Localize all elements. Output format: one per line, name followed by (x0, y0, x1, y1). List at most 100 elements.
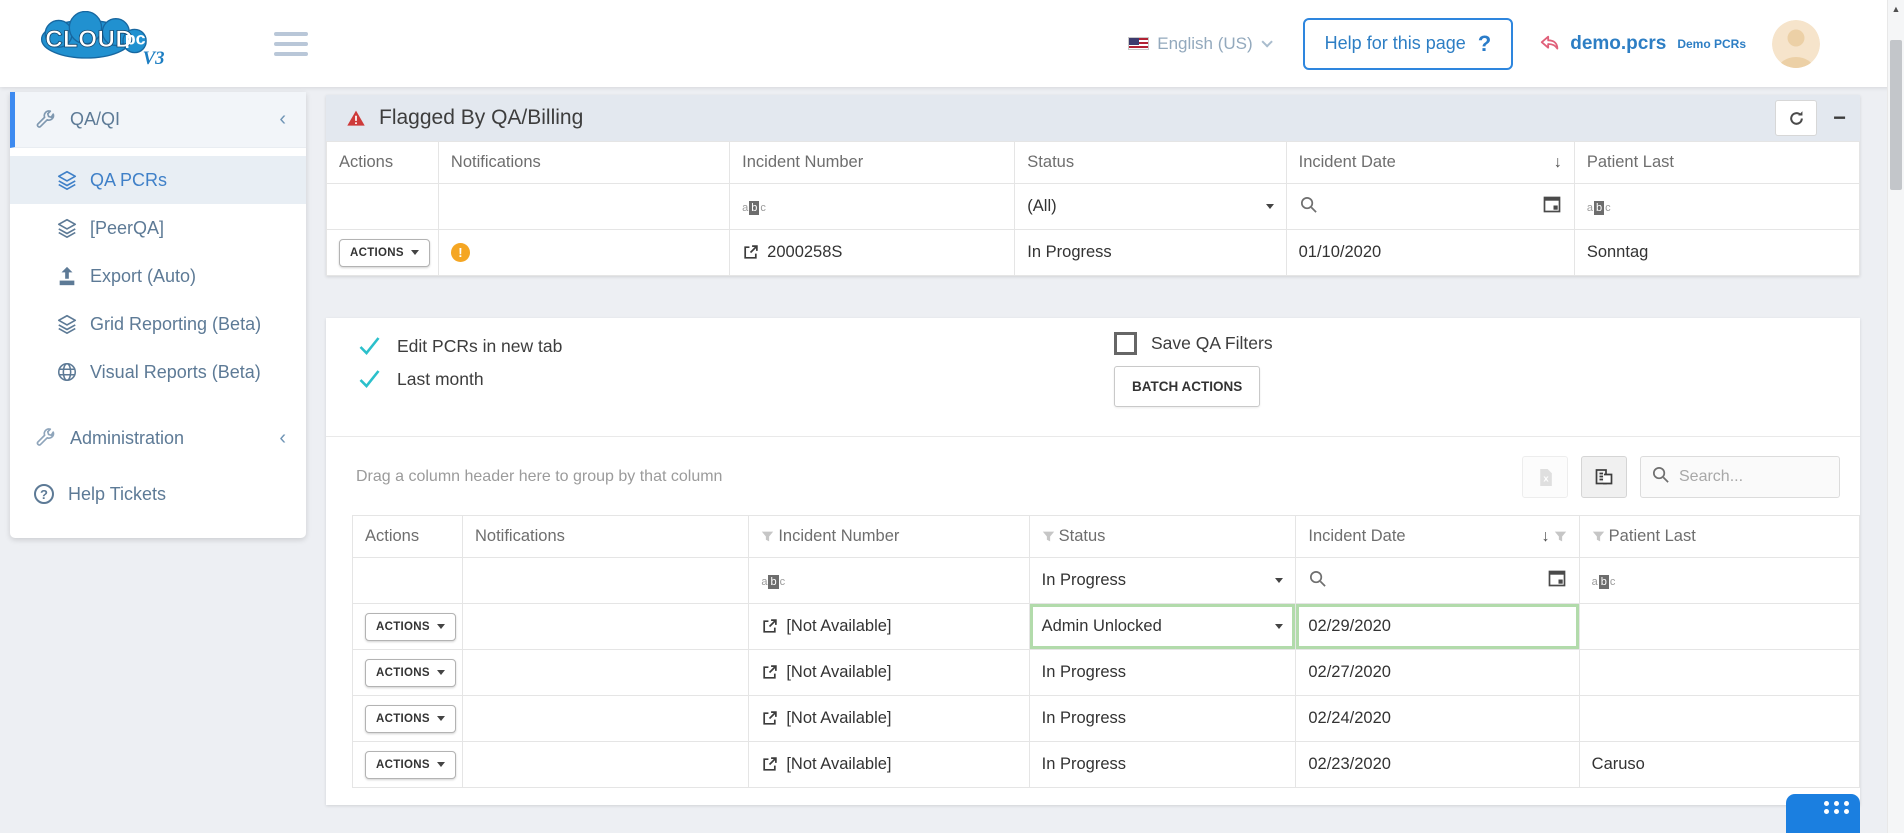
group-panel-hint[interactable]: Drag a column header here to group by th… (356, 468, 723, 485)
filter-cell-notifications[interactable] (437, 183, 731, 230)
username-label: demo.pcrs (1570, 32, 1667, 54)
cell-patient-last: Caruso (1578, 741, 1861, 788)
sidebar-section-qaqi[interactable]: QA/QI ‹ (10, 92, 306, 148)
row-actions-button[interactable]: ACTIONS (365, 750, 456, 779)
row-actions-button[interactable]: ACTIONS (365, 612, 456, 641)
collapse-panel-button[interactable]: − (1833, 105, 1846, 130)
chat-widget-button[interactable] (1786, 794, 1860, 833)
external-link-icon[interactable] (761, 710, 778, 727)
sidebar-item-visual-reports[interactable]: Visual Reports (Beta) (10, 348, 306, 396)
save-qa-filters-checkbox[interactable] (1114, 332, 1137, 355)
dropdown-caret-icon (410, 250, 419, 255)
export-excel-button[interactable]: x (1522, 456, 1568, 498)
incident-number-link[interactable]: [Not Available] (786, 617, 892, 635)
external-link-icon[interactable] (761, 664, 778, 681)
filter-cell-actions[interactable] (352, 557, 463, 604)
external-link-icon[interactable] (742, 244, 759, 261)
refresh-button[interactable] (1775, 100, 1818, 136)
filter-cell-incident-date[interactable] (1295, 557, 1580, 604)
column-header-incident-date[interactable]: Incident Date ↓ (1295, 515, 1580, 558)
calendar-icon[interactable] (1542, 194, 1562, 219)
avatar[interactable] (1772, 19, 1820, 68)
sidebar-item-grid-reporting[interactable]: Grid Reporting (Beta) (10, 300, 306, 348)
calendar-icon[interactable] (1547, 568, 1567, 593)
filter-funnel-icon[interactable] (761, 530, 774, 543)
incident-number-link[interactable]: 2000258S (767, 243, 843, 261)
incident-number-link[interactable]: [Not Available] (786, 663, 892, 681)
refresh-icon (1789, 110, 1803, 125)
main-content: Flagged By QA/Billing − Ac (326, 95, 1861, 805)
column-header-incident-number[interactable]: Incident Number (729, 141, 1016, 184)
save-qa-filters-option[interactable]: Save QA Filters (1114, 332, 1273, 355)
qa-grid-row: ACTIONS [Not Available] In Progress 02/2… (352, 741, 1861, 788)
cloudpcr-logo[interactable]: CLOUD pcr V3 (30, 10, 182, 76)
cell-status-editor[interactable]: Admin Unlocked (1028, 603, 1297, 650)
scroll-up-arrow-icon[interactable]: ▲ (1891, 4, 1901, 14)
help-for-page-button[interactable]: Help for this page ? (1302, 17, 1514, 70)
row-actions-button[interactable]: ACTIONS (365, 658, 456, 687)
row-actions-button[interactable]: ACTIONS (365, 704, 456, 733)
alert-notification-icon[interactable]: ! (450, 243, 470, 262)
cell-date-editor[interactable]: 02/29/2020 (1295, 603, 1580, 650)
column-header-notifications[interactable]: Notifications (437, 141, 731, 184)
filter-funnel-icon[interactable] (1554, 530, 1567, 543)
qa-grid-row: ACTIONS [Not Available] In Progress 02/2… (352, 695, 1861, 742)
filter-cell-incident-date[interactable] (1285, 183, 1575, 230)
column-header-patient-last[interactable]: Patient Last (1578, 515, 1861, 558)
filter-funnel-icon[interactable] (1592, 530, 1605, 543)
filter-funnel-icon[interactable] (1042, 530, 1055, 543)
question-circle-icon: ? (34, 484, 54, 504)
column-header-incident-date[interactable]: Incident Date ↓ (1285, 141, 1575, 184)
option-last-month[interactable]: Last month (356, 367, 1860, 391)
row-actions-button[interactable]: ACTIONS (339, 238, 430, 267)
language-selector[interactable]: English (US) (1128, 34, 1273, 54)
column-header-patient-last[interactable]: Patient Last (1573, 141, 1861, 184)
sidebar-section-help-tickets[interactable]: ? Help Tickets (10, 466, 306, 522)
column-header-incident-number[interactable]: Incident Number (748, 515, 1030, 558)
sidebar-section-administration[interactable]: Administration ‹ (10, 410, 306, 466)
column-header-status[interactable]: Status (1028, 515, 1297, 558)
sidebar-item-qa-pcrs[interactable]: QA PCRs (10, 156, 306, 204)
filter-cell-status[interactable]: In Progress (1028, 557, 1297, 604)
cell-patient-last (1578, 649, 1861, 696)
scrollbar-thumb[interactable] (1890, 40, 1902, 190)
incident-number-link[interactable]: [Not Available] (786, 709, 892, 727)
menu-toggle-icon[interactable] (274, 26, 308, 62)
grid-search-input[interactable] (1679, 468, 1809, 486)
column-header-status[interactable]: Status (1014, 141, 1287, 184)
vertical-scrollbar[interactable]: ▲ (1887, 0, 1904, 833)
sidebar-item-export-auto[interactable]: Export (Auto) (10, 252, 306, 300)
filter-cell-status[interactable]: (All) (1014, 183, 1287, 230)
column-header-actions[interactable]: Actions (326, 141, 439, 184)
qa-grid-header-row: Actions Notifications Incident Number St… (352, 515, 1861, 558)
sidebar-item-peerqa[interactable]: [PeerQA] (10, 204, 306, 252)
column-chooser-button[interactable] (1581, 456, 1627, 498)
wrench-icon (36, 428, 55, 446)
grid-search[interactable] (1640, 456, 1840, 498)
external-link-icon[interactable] (761, 756, 778, 773)
user-menu[interactable]: demo.pcrs Demo PCRs (1539, 33, 1746, 55)
filter-cell-actions[interactable] (326, 183, 439, 230)
filter-cell-notifications[interactable] (461, 557, 750, 604)
external-link-icon[interactable] (761, 618, 778, 635)
dropdown-caret-icon (436, 624, 445, 629)
cell-actions: ACTIONS (326, 229, 439, 276)
sidebar-item-label: QA PCRs (90, 169, 168, 190)
option-edit-new-tab[interactable]: Edit PCRs in new tab (356, 334, 1860, 358)
cell-incident-date: 02/27/2020 (1295, 649, 1580, 696)
option-label: Last month (397, 368, 484, 389)
cell-notifications (461, 695, 750, 742)
column-header-actions[interactable]: Actions (352, 515, 463, 558)
cell-notifications (461, 741, 750, 788)
incident-number-link[interactable]: [Not Available] (786, 755, 892, 773)
sidebar: QA/QI ‹ QA PCRs [PeerQA] Export (Auto) G… (10, 92, 306, 538)
sidebar-item-label: [PeerQA] (90, 217, 165, 238)
column-header-notifications[interactable]: Notifications (461, 515, 750, 558)
batch-actions-button[interactable]: BATCH ACTIONS (1114, 366, 1261, 407)
